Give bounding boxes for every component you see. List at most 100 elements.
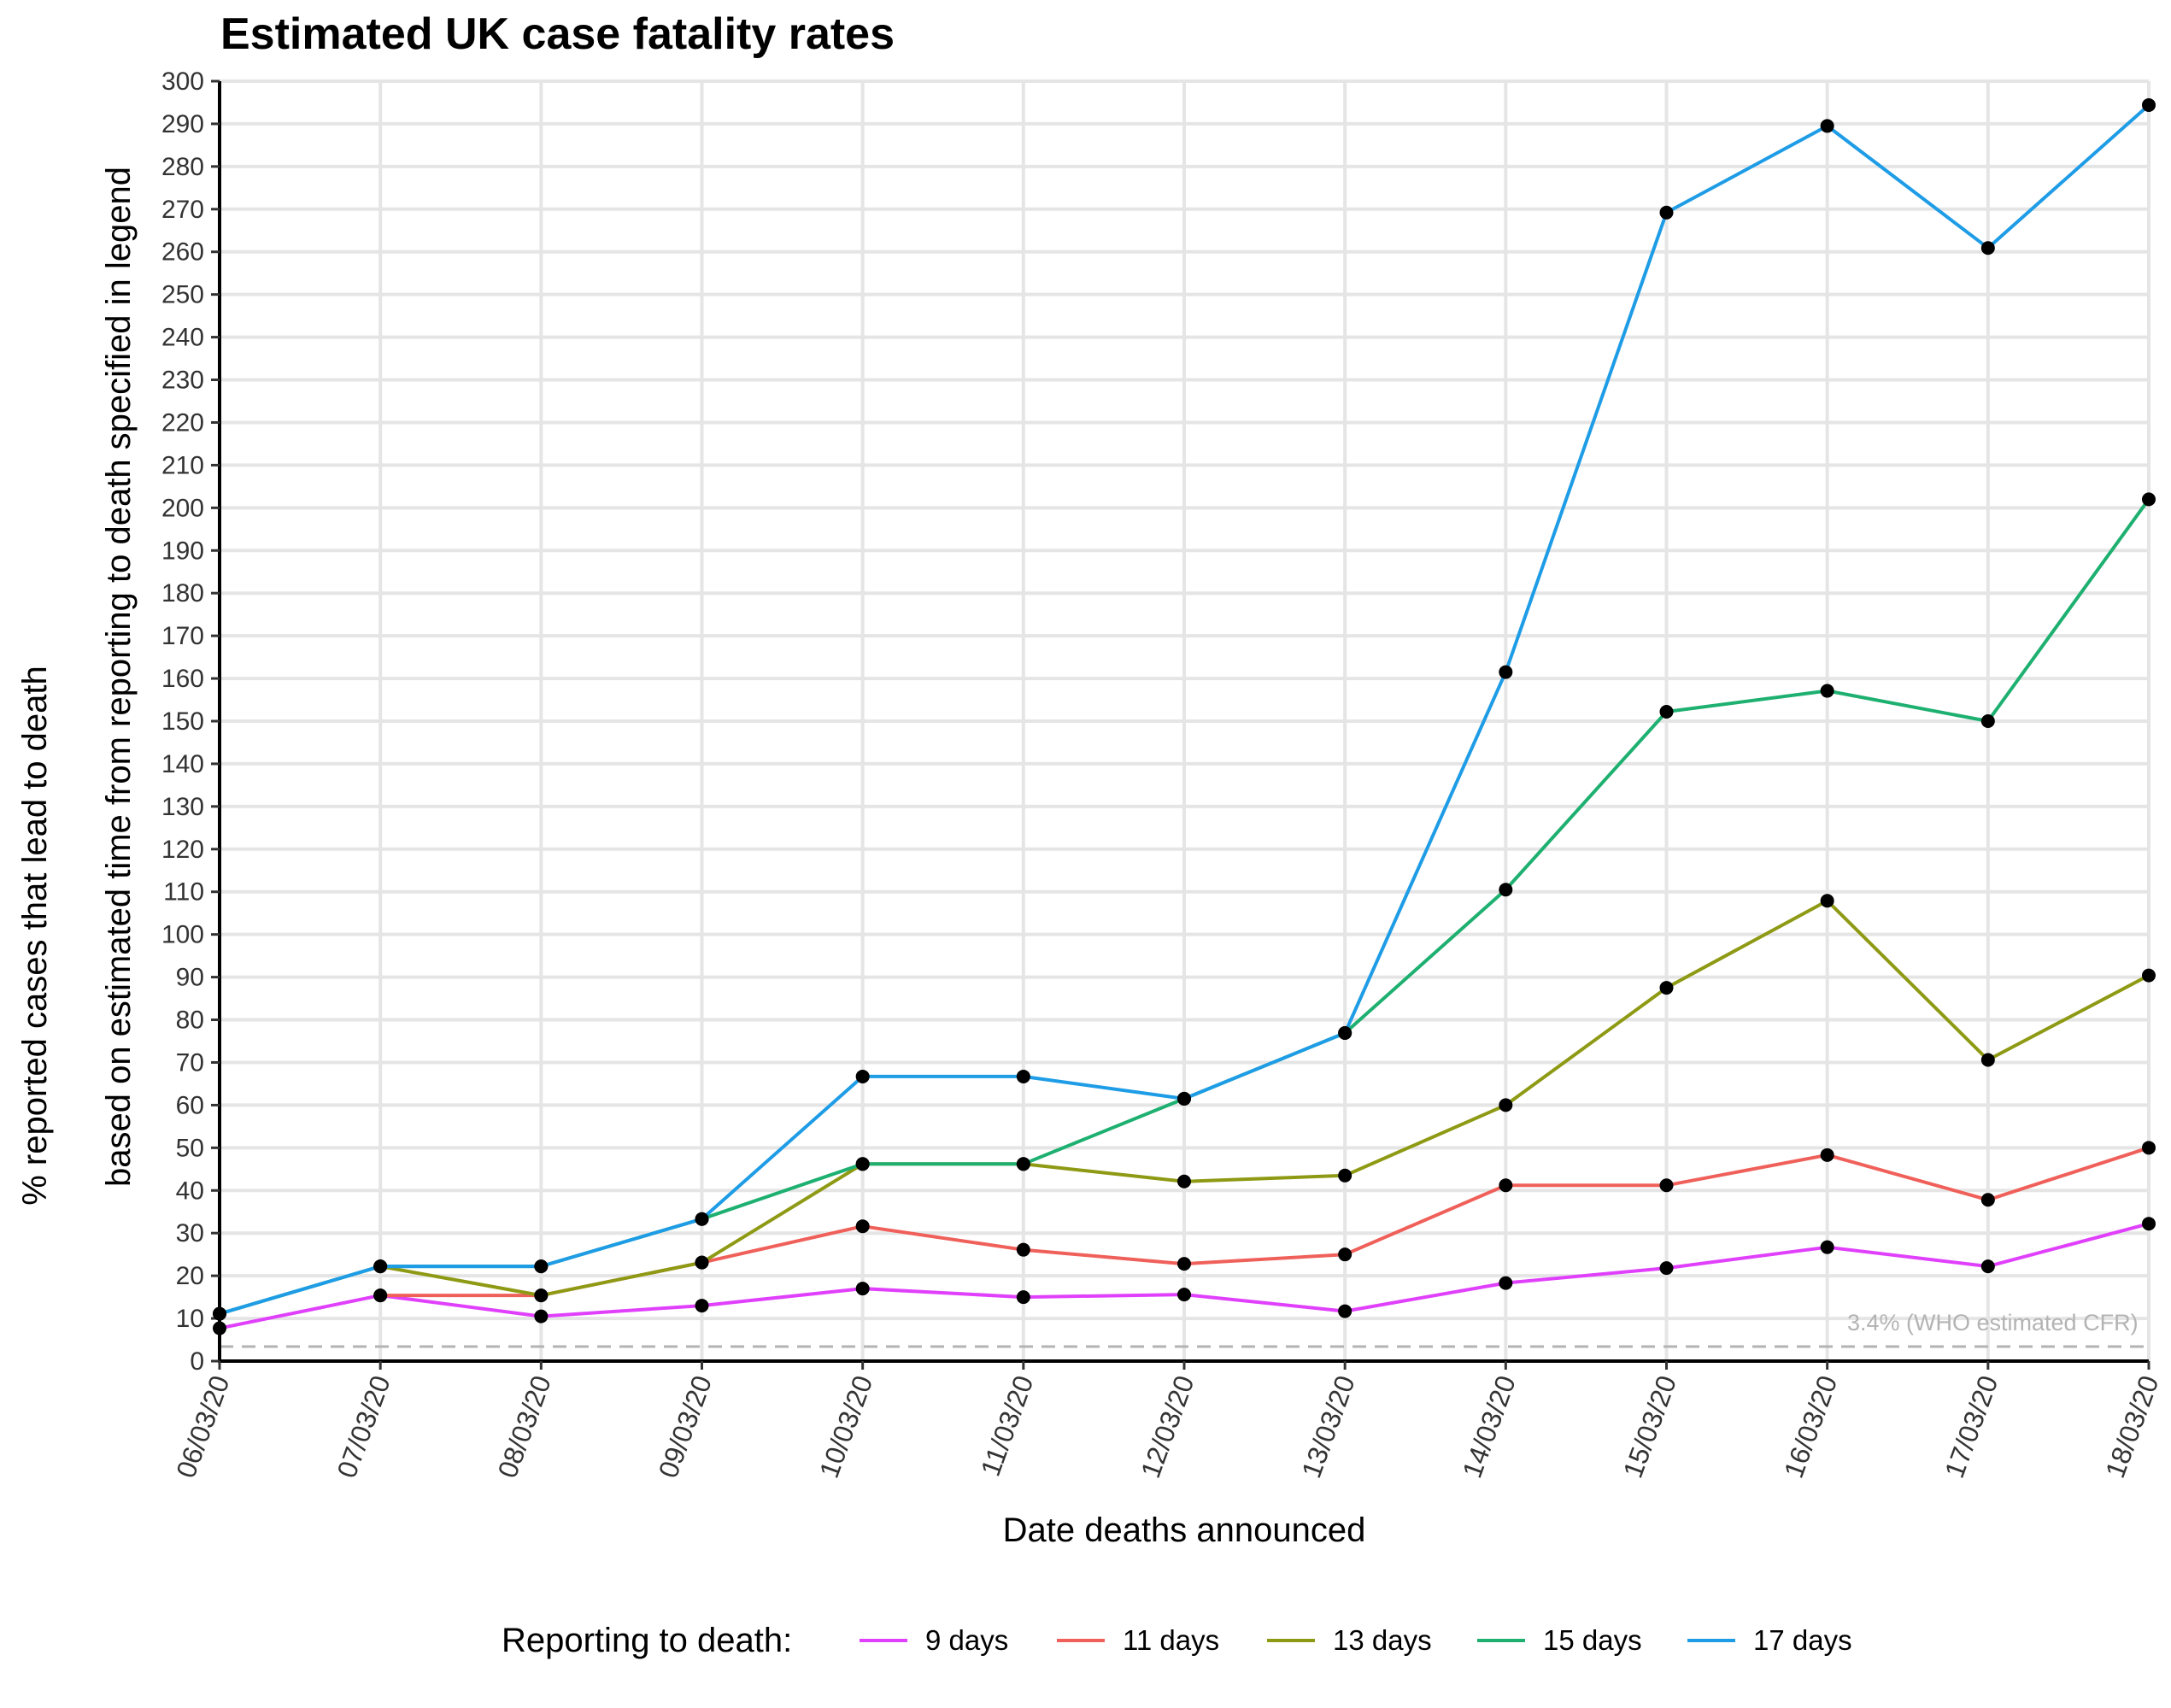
- data-point: [2142, 492, 2156, 507]
- data-point: [534, 1309, 549, 1324]
- data-point: [1499, 1098, 1513, 1112]
- data-point: [695, 1255, 709, 1270]
- data-point: [1659, 981, 1674, 995]
- y-tick-label: 160: [161, 665, 204, 693]
- data-point: [1980, 714, 1995, 728]
- legend: Reporting to death: 9 days 11 days 13 days…: [502, 1622, 1852, 1659]
- y-tick-label: 140: [161, 750, 204, 778]
- data-point: [1177, 1288, 1191, 1302]
- y-tick-label: 210: [161, 451, 204, 479]
- y-tick-label: 230: [161, 367, 204, 395]
- y-tick-label: 190: [161, 537, 204, 565]
- x-tick-label: 15/03/20: [1617, 1371, 1682, 1482]
- y-tick-label: 180: [161, 579, 204, 607]
- data-point: [1499, 1178, 1513, 1193]
- reference-line-group: 3.4% (WHO estimated CFR): [220, 1310, 2149, 1348]
- x-axis-title: Date deaths announced: [1003, 1511, 1366, 1549]
- data-point: [1820, 119, 1834, 133]
- y-tick-label: 270: [161, 196, 204, 224]
- y-tick-label: 200: [161, 494, 204, 522]
- y-tick-label: 280: [161, 153, 204, 181]
- y-tick-labels: 0 10 20 30 40 50 60 70 80 90 100 110 120 130 140 150 160…: [161, 67, 204, 1376]
- y-tick-label: 80: [176, 1007, 204, 1035]
- data-point: [1980, 1193, 1995, 1207]
- y-tick-label: 290: [161, 110, 204, 138]
- data-point: [1980, 1259, 1995, 1274]
- y-tick-label: 300: [161, 67, 204, 96]
- data-point: [1659, 205, 1674, 220]
- data-point: [1659, 1261, 1674, 1276]
- y-tick-label: 70: [176, 1048, 204, 1077]
- data-point: [1338, 1168, 1352, 1183]
- data-point: [534, 1259, 549, 1274]
- y-tick-label: 10: [176, 1305, 204, 1333]
- x-tick-label: 06/03/20: [170, 1371, 235, 1482]
- data-point: [1338, 1026, 1352, 1041]
- data-point: [1016, 1069, 1030, 1083]
- data-point: [855, 1282, 870, 1296]
- data-point: [1016, 1290, 1030, 1305]
- legend-label: 11 days: [1123, 1624, 1219, 1656]
- legend-label: 13 days: [1333, 1624, 1432, 1656]
- data-point: [1820, 684, 1834, 698]
- data-point: [373, 1259, 388, 1274]
- reference-line-label: 3.4% (WHO estimated CFR): [1847, 1310, 2139, 1335]
- x-tick-label: 09/03/20: [653, 1371, 718, 1482]
- data-point: [1177, 1091, 1191, 1106]
- y-tick-label: 150: [161, 707, 204, 736]
- x-tick-labels: 06/03/20 07/03/20 08/03/20 09/03/20 10/03/20…: [170, 1371, 2164, 1482]
- data-point: [1016, 1157, 1030, 1171]
- x-tick-label: 13/03/20: [1295, 1371, 1360, 1482]
- y-tick-label: 60: [176, 1091, 204, 1119]
- data-point: [855, 1069, 870, 1083]
- legend-title: Reporting to death:: [502, 1622, 792, 1659]
- legend-items: 9 days 11 days 13 days 15 days 17 days: [860, 1624, 1852, 1656]
- data-point: [1659, 705, 1674, 719]
- series-line: [379, 899, 2150, 1298]
- data-point: [1177, 1257, 1191, 1271]
- y-tick-label: 0: [190, 1347, 204, 1376]
- y-tick-label: 90: [176, 964, 204, 992]
- data-point: [534, 1288, 549, 1303]
- y-tick-label: 130: [161, 793, 204, 821]
- series-points: [213, 97, 2156, 1335]
- data-point: [1499, 883, 1513, 897]
- data-point: [2142, 1217, 2156, 1231]
- data-point: [695, 1299, 709, 1313]
- data-point: [1820, 894, 1834, 908]
- data-point: [1820, 1147, 1834, 1162]
- data-point: [1499, 1276, 1513, 1290]
- x-tick-label: 16/03/20: [1778, 1371, 1843, 1482]
- y-axis-title-line1: % reported cases that lead to death: [16, 666, 54, 1206]
- data-point: [855, 1219, 870, 1234]
- data-point: [1338, 1247, 1352, 1262]
- y-tick-label: 50: [176, 1134, 204, 1162]
- data-point: [1338, 1304, 1352, 1318]
- x-tick-label: 10/03/20: [813, 1371, 878, 1482]
- data-point: [2142, 97, 2156, 112]
- x-tick-label: 17/03/20: [1939, 1371, 2004, 1482]
- y-tick-label: 40: [176, 1177, 204, 1205]
- axes: [211, 79, 2150, 1370]
- y-tick-label: 30: [176, 1219, 204, 1247]
- data-point: [1016, 1242, 1030, 1257]
- data-point: [1659, 1178, 1674, 1193]
- y-tick-label: 250: [161, 281, 204, 309]
- y-tick-label: 170: [161, 622, 204, 650]
- data-point: [213, 1306, 226, 1321]
- data-point: [1980, 1053, 1995, 1067]
- y-axis-title-line2: based on estimated time from reporting t…: [100, 167, 138, 1187]
- y-tick-label: 110: [163, 878, 204, 907]
- chart-title: Estimated UK case fatality rates: [220, 9, 895, 59]
- y-tick-label: 100: [161, 921, 204, 949]
- data-point: [1499, 665, 1513, 679]
- data-point: [1177, 1174, 1191, 1189]
- legend-label: 17 days: [1753, 1624, 1852, 1656]
- x-tick-label: 18/03/20: [2099, 1371, 2164, 1482]
- legend-label: 15 days: [1543, 1624, 1642, 1656]
- x-tick-label: 11/03/20: [975, 1371, 1040, 1480]
- y-tick-label: 260: [161, 238, 204, 267]
- x-tick-label: 08/03/20: [491, 1371, 556, 1482]
- y-tick-label: 220: [161, 408, 204, 437]
